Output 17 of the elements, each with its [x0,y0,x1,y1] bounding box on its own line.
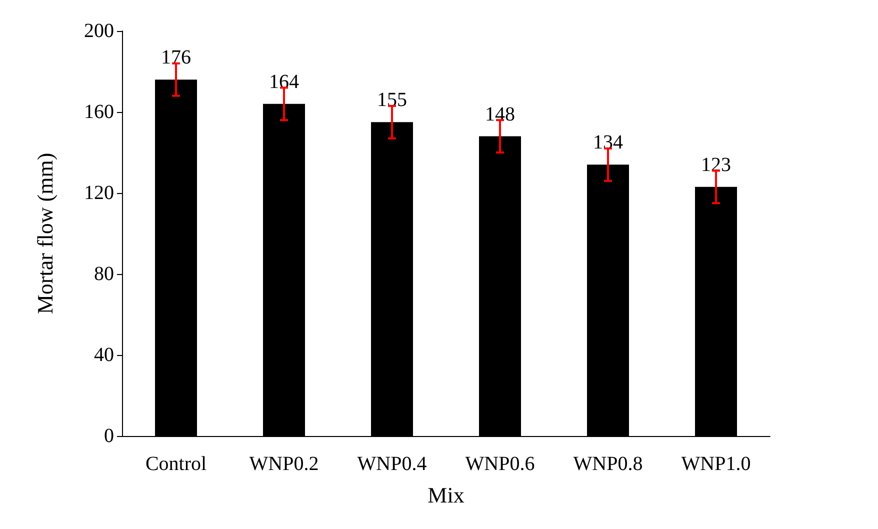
x-tick-label: WNP1.0 [681,453,751,475]
data-label: 164 [269,70,299,93]
x-tick-label: WNP0.4 [357,453,427,475]
x-tick-label: Control [145,453,207,475]
y-tick-label: 0 [104,425,114,447]
y-tick-label: 80 [94,263,114,285]
x-tick-label: WNP0.2 [249,453,319,475]
y-tick-label: 200 [84,20,114,42]
data-label: 148 [485,103,515,126]
x-axis-title: Mix [428,482,464,508]
x-tick-label: WNP0.8 [573,453,643,475]
data-label: 176 [161,46,191,69]
x-tick-label: WNP0.6 [465,453,535,475]
y-tick-label: 160 [84,101,114,123]
y-tick-label: 40 [94,344,114,366]
y-axis-title: Mortar flow (mm) [32,152,58,314]
y-tick-label: 120 [84,182,114,204]
